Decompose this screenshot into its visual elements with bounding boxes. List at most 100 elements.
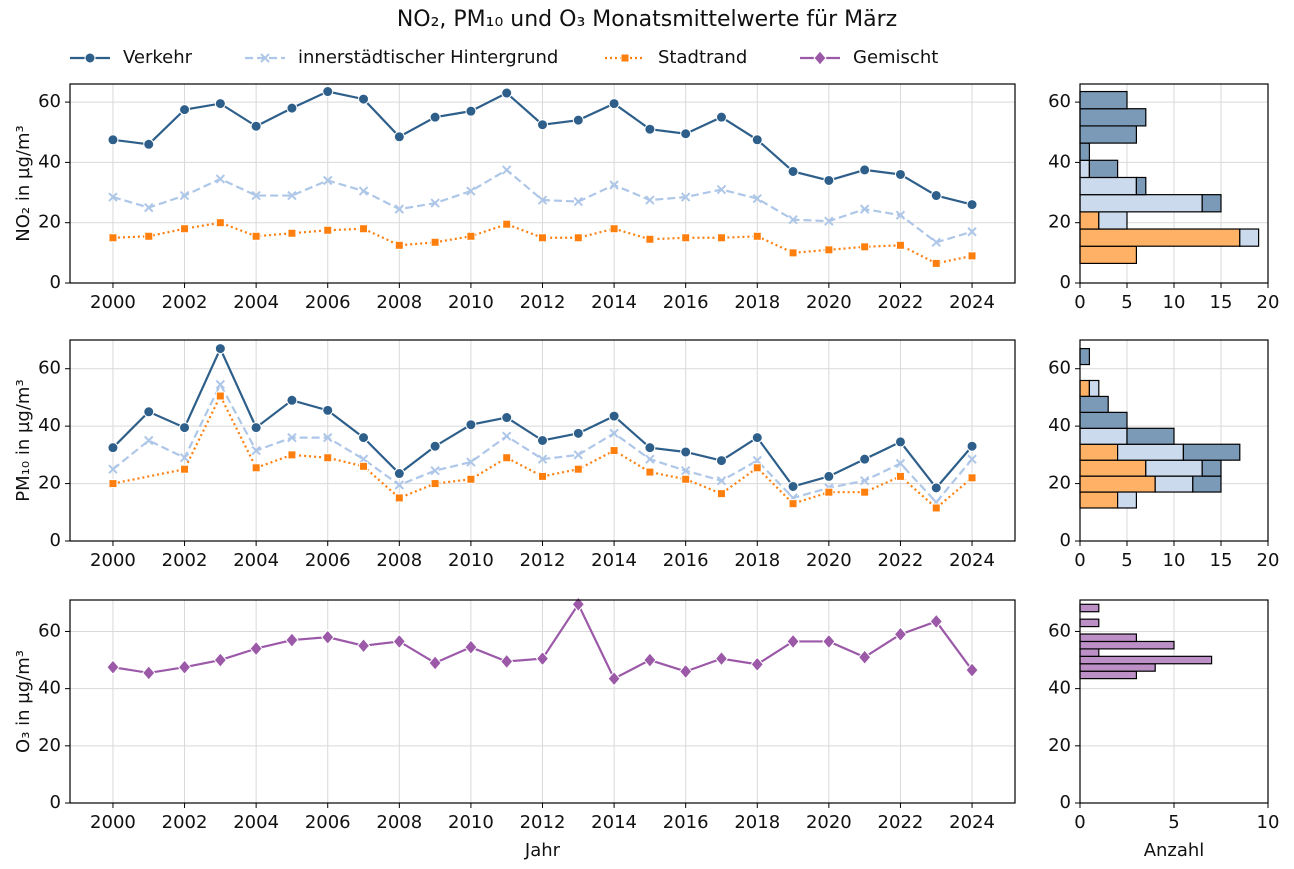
hist-bar xyxy=(1079,655,1213,665)
marker xyxy=(895,458,906,469)
marker xyxy=(466,457,476,467)
marker xyxy=(358,454,369,464)
x-tick-label: 10 xyxy=(1257,812,1280,833)
y-tick-label: 20 xyxy=(1048,473,1071,494)
marker xyxy=(394,493,404,503)
marker xyxy=(966,199,978,211)
marker xyxy=(788,499,798,509)
y-tick-label: 60 xyxy=(1048,91,1071,112)
hist-bar xyxy=(1079,411,1128,429)
hist-bar xyxy=(1201,194,1222,213)
y-tick-label: 0 xyxy=(1060,530,1071,551)
x-tick-label: 2022 xyxy=(878,292,924,313)
y-tick-label: 20 xyxy=(38,735,61,756)
marker xyxy=(144,435,154,446)
legend-label: Verkehr xyxy=(123,47,193,68)
legend-label: Stadtrand xyxy=(658,47,747,68)
marker xyxy=(177,659,192,675)
x-tick-label: 2008 xyxy=(376,292,422,313)
marker xyxy=(356,637,371,654)
x-tick-label: 10 xyxy=(1163,550,1186,571)
marker xyxy=(679,663,693,680)
y-tick-label: 0 xyxy=(50,530,61,551)
marker xyxy=(860,242,870,252)
x-tick-label: 5 xyxy=(1121,292,1132,313)
marker xyxy=(645,195,655,205)
marker xyxy=(824,245,834,255)
marker xyxy=(609,428,619,439)
marker xyxy=(608,410,620,422)
marker xyxy=(716,475,727,486)
marker xyxy=(822,633,836,650)
marker xyxy=(859,164,871,176)
hist-bar xyxy=(1079,379,1090,398)
marker xyxy=(108,479,118,489)
y-tick-label: 20 xyxy=(38,473,61,494)
marker xyxy=(502,219,512,229)
hist-bar xyxy=(1135,176,1147,196)
y-tick-label: 0 xyxy=(1060,792,1071,813)
marker xyxy=(143,406,155,418)
marker xyxy=(895,210,906,220)
marker xyxy=(966,440,978,452)
x-tick-label: 2012 xyxy=(520,550,566,571)
y-tick-label: 40 xyxy=(38,678,61,699)
marker xyxy=(466,474,476,484)
marker xyxy=(249,640,263,657)
marker xyxy=(144,231,154,241)
marker xyxy=(502,453,512,463)
legend-marker xyxy=(620,53,630,63)
marker xyxy=(751,432,763,444)
x-tick-label: 2024 xyxy=(949,292,995,313)
axes-frame xyxy=(1079,599,1269,804)
marker xyxy=(180,464,190,474)
x-tick-label: 2014 xyxy=(591,550,637,571)
marker xyxy=(823,470,835,482)
x-tick-label: 2020 xyxy=(806,550,852,571)
axes-frame xyxy=(1079,339,1269,542)
y-tick-label: 0 xyxy=(50,792,61,813)
x-tick-label: 2004 xyxy=(233,550,279,571)
marker xyxy=(931,237,941,248)
marker xyxy=(464,639,478,655)
y-tick-label: 0 xyxy=(1060,272,1071,293)
y-tick-label: 60 xyxy=(38,620,61,641)
marker xyxy=(752,455,762,466)
y-tick-label: 60 xyxy=(38,358,61,379)
marker xyxy=(287,432,297,443)
x-tick-label: 2000 xyxy=(90,292,136,313)
marker xyxy=(787,480,799,492)
marker xyxy=(358,186,369,196)
marker xyxy=(322,404,334,416)
marker xyxy=(929,613,943,630)
marker xyxy=(501,87,513,99)
x-tick-label: 2004 xyxy=(233,292,279,313)
marker xyxy=(214,343,226,355)
marker xyxy=(250,120,262,132)
marker xyxy=(824,216,834,226)
hist-bar xyxy=(1079,491,1119,509)
x-tick-label: 2018 xyxy=(734,550,780,571)
legend-marker xyxy=(260,53,270,63)
marker xyxy=(251,231,261,241)
marker xyxy=(392,633,406,650)
hist-bar xyxy=(1192,475,1222,493)
marker xyxy=(286,394,298,406)
marker xyxy=(681,474,691,484)
hist-bar xyxy=(1079,125,1138,144)
marker xyxy=(394,240,404,250)
marker xyxy=(215,379,226,390)
marker xyxy=(107,442,119,454)
marker xyxy=(788,248,798,258)
marker xyxy=(895,240,905,250)
marker xyxy=(466,186,476,196)
marker xyxy=(572,114,584,126)
marker xyxy=(143,138,155,150)
hist-bar xyxy=(1126,427,1175,445)
x-tick-label: 2014 xyxy=(591,812,637,833)
marker xyxy=(573,196,584,207)
marker xyxy=(430,237,440,247)
marker xyxy=(430,465,440,476)
hist-bar xyxy=(1079,159,1090,179)
hist-bar xyxy=(1088,379,1100,398)
